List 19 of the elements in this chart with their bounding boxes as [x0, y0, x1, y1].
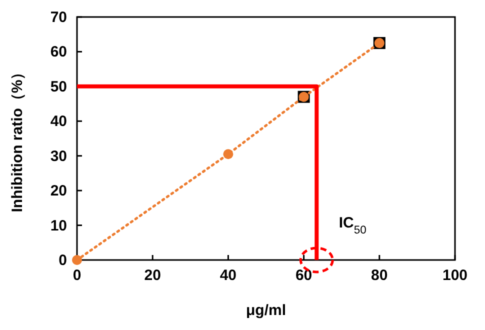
y-tick-label: 70 — [50, 9, 67, 26]
y-axis-title: Inhibition ratio（%） — [9, 64, 26, 212]
x-tick-label: 60 — [295, 267, 312, 284]
point — [72, 255, 82, 265]
x-axis-title: μg/ml — [246, 302, 286, 319]
y-tick-label: 0 — [58, 252, 67, 269]
annotation: IC$_{50}$ — [338, 214, 366, 236]
y-tick-label: 50 — [50, 78, 67, 96]
y-tick-label: 10 — [50, 217, 67, 234]
y-tick-label: 30 — [50, 148, 67, 165]
x-tick-label: 40 — [220, 267, 237, 284]
x-tick-label: 20 — [144, 267, 161, 284]
y-tick-label: 20 — [50, 182, 67, 200]
x-tick-label: 0 — [72, 267, 82, 284]
x-tick-label: 80 — [371, 267, 388, 284]
x-tick-label: 100 — [442, 267, 468, 284]
y-tick-label: 60 — [50, 44, 67, 61]
point — [223, 149, 234, 160]
y-tick-label: 40 — [50, 113, 67, 130]
